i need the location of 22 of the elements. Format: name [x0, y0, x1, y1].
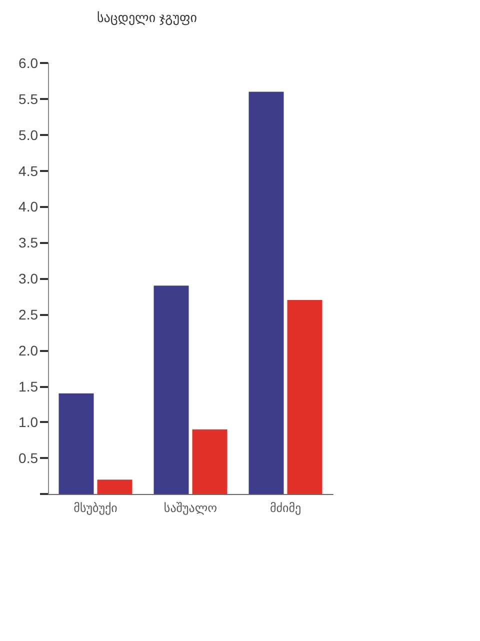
y-tick-label: 0.5	[18, 450, 38, 466]
y-tick-label: 2.0	[18, 342, 38, 358]
y-tick-label: 6.0	[18, 55, 38, 71]
y-tick-label: 4.5	[18, 162, 38, 179]
y-tick-label: 2.5	[18, 306, 38, 322]
y-tick-label: 5.0	[18, 126, 38, 143]
bar	[154, 286, 189, 494]
bar	[97, 480, 132, 494]
y-tick-label: 1.0	[18, 414, 38, 430]
x-tick-label: საშუალო	[164, 501, 218, 515]
x-tick-label: მსუბუქი	[74, 501, 118, 515]
y-tick-label: 4.0	[18, 198, 38, 215]
bar	[58, 393, 94, 494]
bar	[287, 300, 322, 494]
y-tick-label: 5.5	[18, 90, 38, 107]
chart-title: საცდელი ჯგუფი	[97, 10, 198, 26]
bar	[192, 429, 228, 494]
y-tick-label: 1.5	[18, 378, 38, 394]
y-tick-label: 3.0	[18, 270, 38, 286]
y-tick-label: 3.5	[18, 234, 38, 251]
x-tick-label: მძიმე	[270, 501, 302, 515]
bar	[248, 92, 284, 494]
